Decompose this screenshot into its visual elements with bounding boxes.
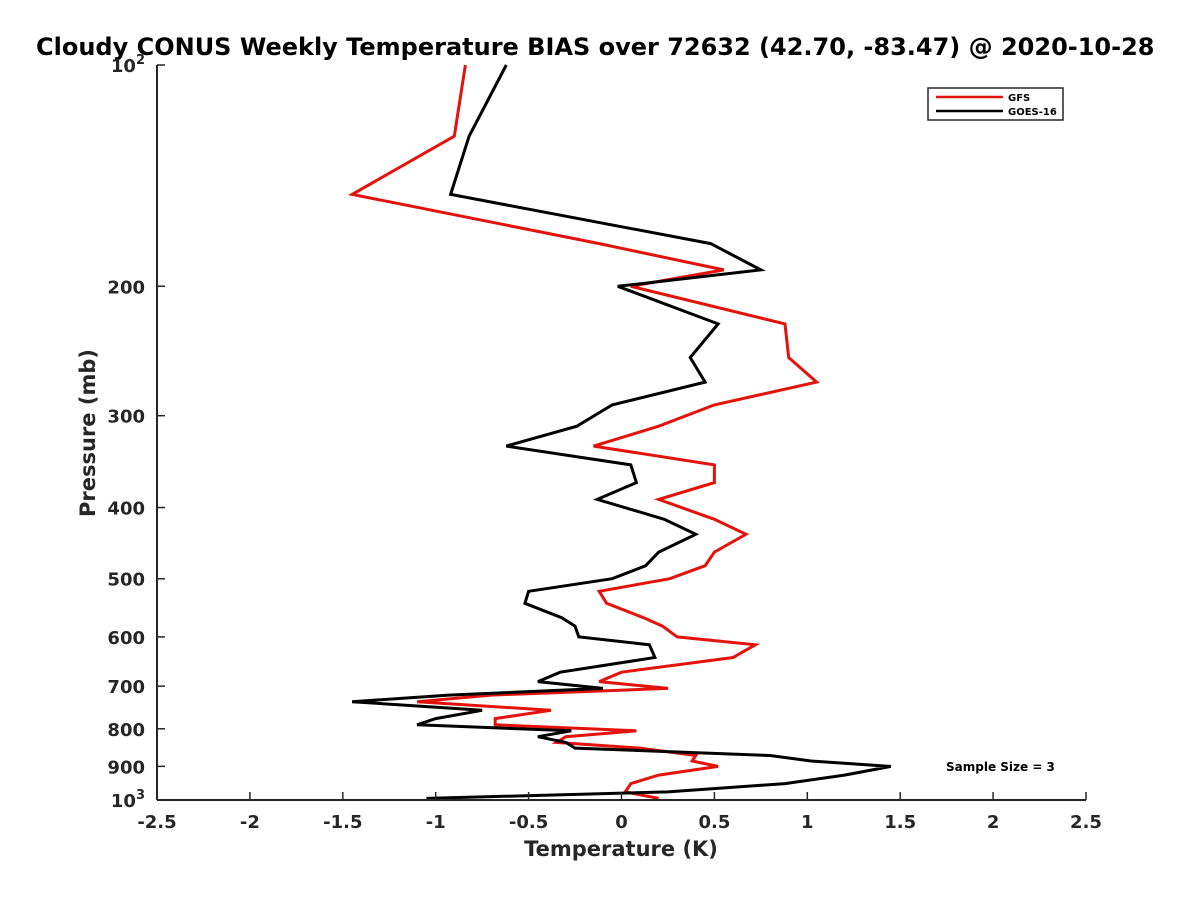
y-tick-label-exponent: 3 xyxy=(136,788,145,803)
legend-label: GOES-16 xyxy=(1008,107,1057,118)
x-tick-label: -2 xyxy=(240,812,260,833)
series-layer xyxy=(347,64,892,800)
x-tick-label: -1.5 xyxy=(323,812,362,833)
x-tick-label: 0 xyxy=(615,812,628,833)
y-tick-label: 400 xyxy=(107,499,145,520)
x-tick-label: 1.5 xyxy=(884,812,916,833)
y-tick-label: 600 xyxy=(107,628,145,649)
y-tick-label: 103 xyxy=(111,788,145,812)
y-tick-label: 200 xyxy=(107,277,145,298)
y-tick-label: 102 xyxy=(111,53,145,77)
sample-size-annotation: Sample Size = 3 xyxy=(946,760,1055,774)
y-tick-label: 900 xyxy=(107,757,145,778)
y-tick-label: 700 xyxy=(107,677,145,698)
legend: GFS GOES-16 xyxy=(927,87,1064,121)
series-line-goes-16 xyxy=(351,64,892,800)
x-ticks: -2.5 -2 -1.5 -1 -0.5 0 0.5 1 1.5 2 2.5 xyxy=(137,792,1102,833)
y-tick-label: 800 xyxy=(107,720,145,741)
y-axis-label: Pressure (mb) xyxy=(76,349,100,517)
legend-label: GFS xyxy=(1008,93,1030,104)
legend-box xyxy=(927,87,1064,121)
y-tick-label-exponent: 2 xyxy=(136,53,145,68)
x-tick-label: -2.5 xyxy=(137,812,176,833)
x-tick-label: 2 xyxy=(987,812,1000,833)
y-tick-label: 300 xyxy=(107,407,145,428)
series-line-gfs xyxy=(347,64,820,800)
x-tick-label: -1 xyxy=(426,812,446,833)
y-tick-label-base: 10 xyxy=(111,791,136,812)
axes: -2.5 -2 -1.5 -1 -0.5 0 0.5 1 1.5 2 2.5 10220030040… xyxy=(107,53,1102,833)
x-tick-label: 1 xyxy=(801,812,814,833)
legend-entries: GFS GOES-16 xyxy=(936,93,1057,118)
plot-area xyxy=(157,64,1086,800)
x-tick-label: 2.5 xyxy=(1070,812,1102,833)
chart-title: Cloudy CONUS Weekly Temperature BIAS ove… xyxy=(36,33,1154,61)
y-tick-label: 500 xyxy=(107,570,145,591)
x-tick-label: 0.5 xyxy=(698,812,730,833)
plot-background xyxy=(157,65,1086,800)
x-axis-label: Temperature (K) xyxy=(524,837,718,861)
x-tick-label: -0.5 xyxy=(509,812,548,833)
y-tick-label-base: 10 xyxy=(111,56,136,77)
